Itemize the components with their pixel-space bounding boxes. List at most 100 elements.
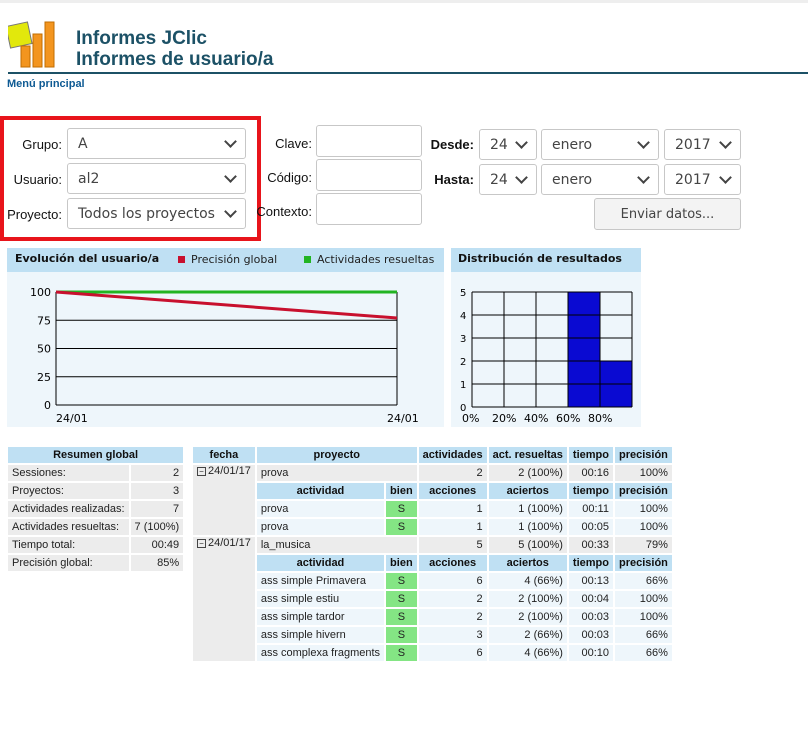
grupo-value: A [78, 135, 88, 152]
distribution-title: Distribución de resultados [458, 252, 622, 265]
session-time: 00:16 [568, 465, 613, 481]
contexto-label: Contexto: [256, 204, 312, 219]
activity-hits: 2 (100%) [488, 609, 567, 625]
activity-name: ass simple Primavera [256, 573, 385, 589]
summary-label: Sessiones: [8, 465, 129, 481]
usuario-select[interactable]: al2 [67, 163, 246, 194]
chevron-down-icon [637, 171, 650, 184]
desde-month-select[interactable]: enero [541, 129, 659, 160]
session-row: −24/01/17 la_musica 5 5 (100%) 00:33 79% [193, 537, 672, 661]
contexto-input[interactable] [316, 193, 422, 225]
codigo-input[interactable] [316, 159, 422, 191]
hasta-month-select[interactable]: enero [541, 164, 659, 195]
distribution-chart: 5 4 3 2 1 00% 20% 40% 60% 80% [460, 288, 633, 425]
summary-value: 7 [130, 501, 184, 517]
column-header: act. resueltas [488, 447, 567, 463]
activity-hits: 2 (100%) [488, 591, 567, 607]
activity-name: prova [256, 519, 385, 535]
activity-actions: 1 [418, 519, 487, 535]
sub-column-header: actividad [256, 483, 385, 499]
activity-header-row: actividad bien acciones aciertos tiempo preci… [193, 483, 672, 499]
usuario-label: Usuario: [13, 172, 62, 187]
main-menu-link[interactable]: Menú principal [7, 78, 85, 90]
activity-row: prova S 1 1 (100%) 00:11 100% [193, 501, 672, 517]
usuario-value: al2 [78, 170, 100, 187]
activity-time: 00:03 [568, 627, 613, 643]
activity-time: 00:10 [568, 645, 613, 661]
sub-column-header: acciones [418, 555, 487, 571]
summary-table: Resumen global Sessiones: 2 Proyectos: 3 Act… [6, 445, 185, 573]
distribution-panel-header: Distribución de resultados [451, 248, 641, 272]
session-solved: 5 (100%) [488, 537, 567, 553]
chevron-down-icon [719, 136, 732, 149]
evolution-panel-header: Evolución del usuario/a [7, 248, 444, 272]
clave-input[interactable] [316, 125, 422, 157]
summary-row: Proyectos: 3 [8, 483, 184, 499]
session-date-cell: −24/01/17 [193, 537, 255, 661]
session-precision: 100% [614, 465, 672, 481]
hasta-label: Hasta: [434, 172, 474, 187]
summary-label: Proyectos: [8, 483, 129, 499]
activity-ok-badge: S [386, 519, 417, 535]
summary-value: 3 [130, 483, 184, 499]
activity-hits: 4 (66%) [488, 573, 567, 589]
top-border [0, 0, 808, 3]
summary-row: Actividades realizadas: 7 [8, 501, 184, 517]
evolution-chart: 100 75 50 25 0 24/01 24/01 [30, 286, 419, 425]
column-header: proyecto [256, 447, 417, 463]
session-solved: 2 (100%) [488, 465, 567, 481]
activity-row: ass simple tardor S 2 2 (100%) 00:03 100% [193, 609, 672, 625]
desde-year-select[interactable]: 2017 [664, 129, 741, 160]
proyecto-select[interactable]: Todos los proyectos [67, 198, 246, 229]
hasta-year: 2017 [675, 171, 711, 188]
y-tick-label: 0 [44, 399, 51, 412]
summary-value: 00:49 [130, 537, 184, 553]
report-title: Informes de usuario/a [76, 49, 274, 70]
activity-name: ass simple tardor [256, 609, 385, 625]
y-tick-label: 5 [460, 288, 466, 299]
summary-label: Actividades realizadas: [8, 501, 129, 517]
collapse-icon[interactable]: − [197, 538, 206, 548]
activity-ok-badge: S [386, 627, 417, 643]
legend-activities-label: Actividades resueltas [317, 253, 435, 266]
y-tick-label: 100 [30, 286, 51, 299]
sub-column-header: acciones [418, 483, 487, 499]
legend-activities: Actividades resueltas [304, 253, 434, 266]
distribution-panel-body: 5 4 3 2 1 0 0% 20% 40% 60% 80% [451, 272, 641, 427]
column-header: tiempo [568, 447, 613, 463]
grupo-select[interactable]: A [67, 128, 246, 159]
activity-name: ass complexa fragments [256, 645, 385, 661]
activity-precision: 66% [614, 627, 672, 643]
activity-actions: 3 [418, 627, 487, 643]
activity-precision: 66% [614, 645, 672, 661]
activity-actions: 6 [418, 645, 487, 661]
activity-time: 00:11 [568, 501, 613, 517]
session-row: −24/01/17 prova 2 2 (100%) 00:16 100% [193, 465, 672, 535]
activity-ok-badge: S [386, 573, 417, 589]
collapse-icon[interactable]: − [197, 466, 206, 476]
desde-day: 24 [490, 136, 508, 153]
legend-precision-label: Precisión global [191, 253, 278, 266]
sub-column-header: bien [386, 483, 417, 499]
activity-hits: 4 (66%) [488, 645, 567, 661]
chevron-down-icon [515, 136, 528, 149]
summary-row: Actividades resueltas: 7 (100%) [8, 519, 184, 535]
hasta-day-select[interactable]: 24 [479, 164, 537, 195]
chevron-down-icon [719, 171, 732, 184]
chevron-down-icon [515, 171, 528, 184]
app-title: Informes JClic [76, 28, 207, 49]
hasta-year-select[interactable]: 2017 [664, 164, 741, 195]
header-divider [8, 72, 808, 74]
activity-ok-badge: S [386, 645, 417, 661]
summary-row: Precisión global: 85% [8, 555, 184, 571]
y-tick-label: 50 [37, 343, 51, 356]
activity-hits: 1 (100%) [488, 501, 567, 517]
desde-month: enero [552, 136, 593, 153]
y-tick-label: 25 [37, 371, 51, 384]
legend-swatch [304, 256, 311, 263]
x-tick-label: 24/01 [387, 412, 419, 425]
submit-button[interactable]: Enviar datos... [594, 198, 741, 230]
desde-day-select[interactable]: 24 [479, 129, 537, 160]
sub-column-header: tiempo [568, 483, 613, 499]
x-tick-label: 60% [556, 412, 580, 425]
